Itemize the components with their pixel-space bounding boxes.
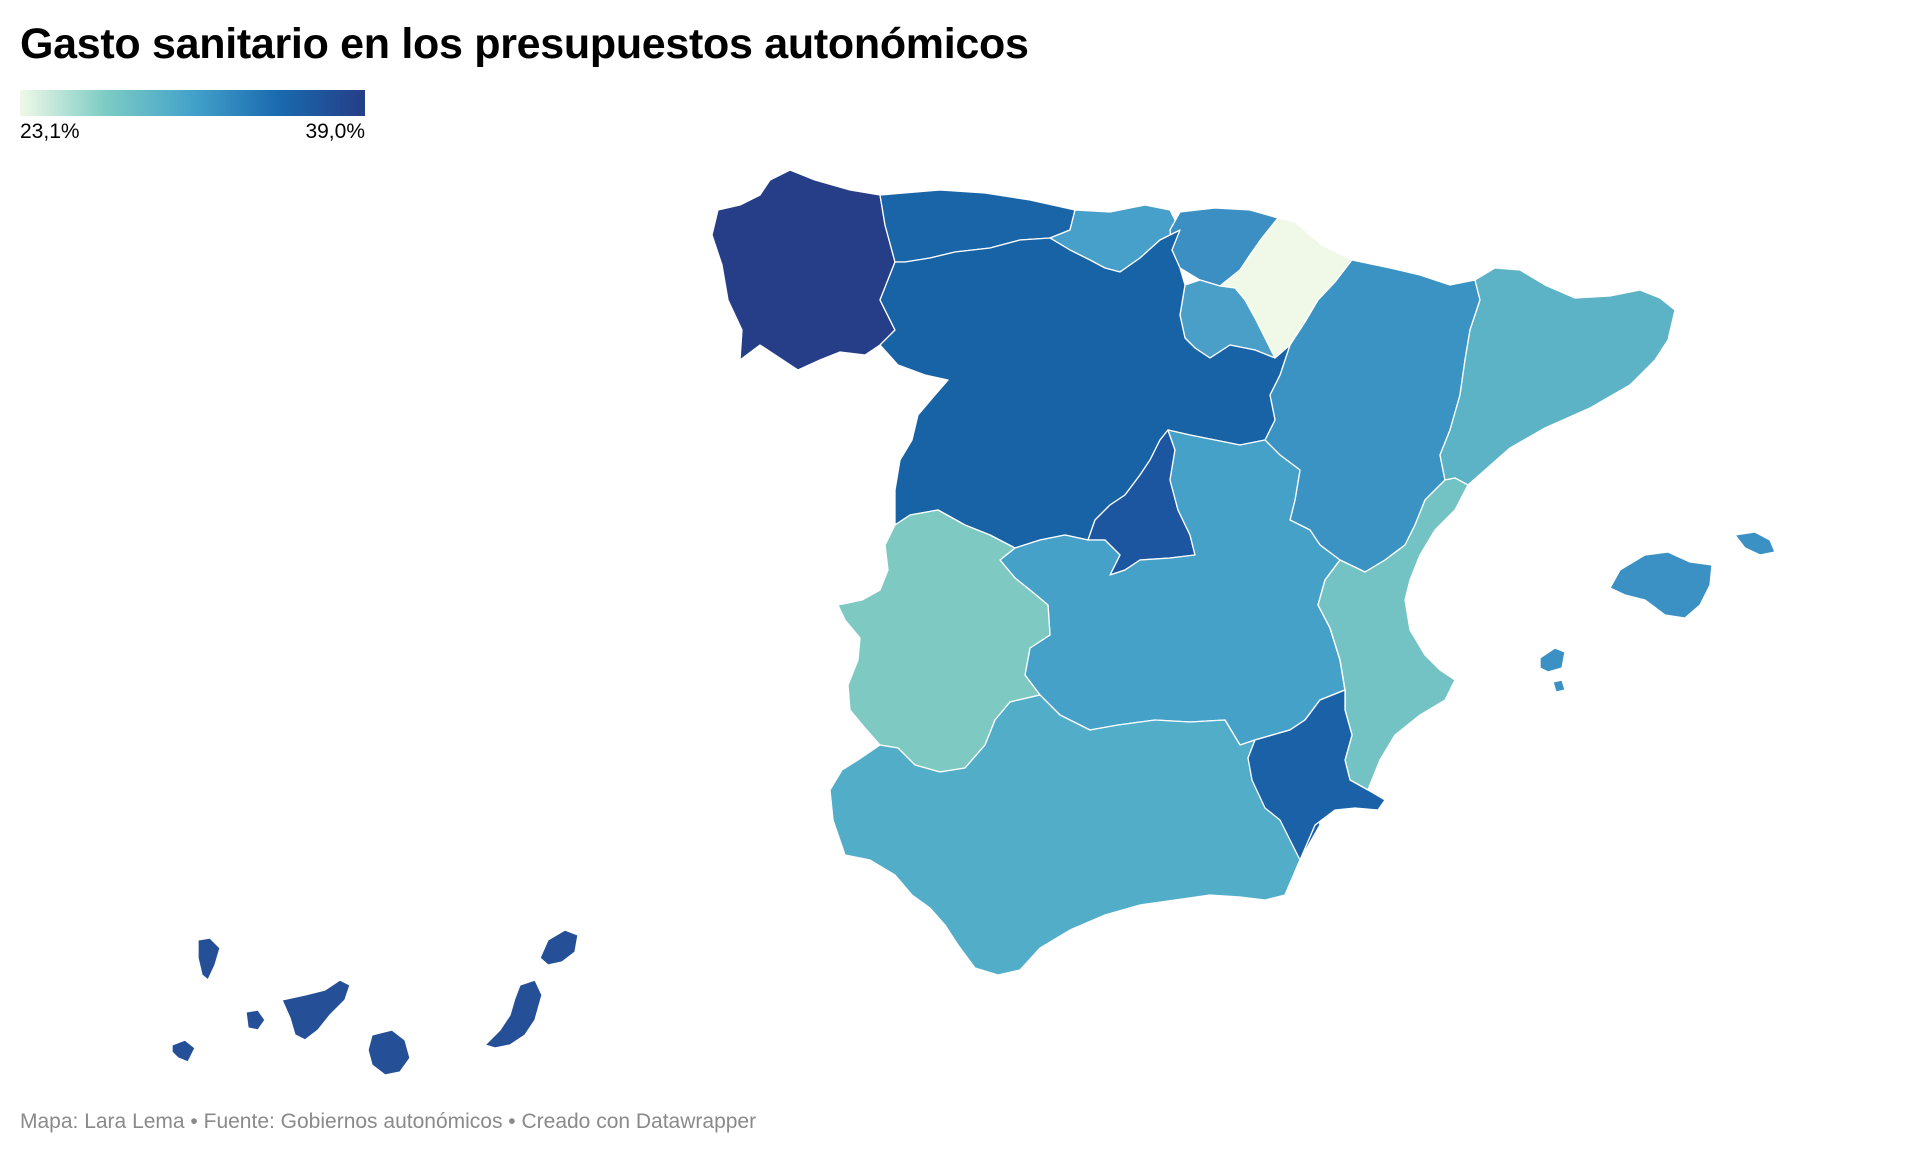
legend-gradient-bar xyxy=(20,90,365,116)
region-canarias-tenerife[interactable] xyxy=(281,979,351,1041)
region-cataluna[interactable] xyxy=(1439,267,1676,486)
region-baleares-menorca[interactable] xyxy=(1734,531,1776,556)
region-murcia-body[interactable] xyxy=(1247,689,1386,896)
region-baleares-ibiza[interactable] xyxy=(1539,647,1566,673)
region-baleares-mallorca[interactable] xyxy=(1609,551,1713,619)
color-legend: 23,1% 39,0% xyxy=(20,90,365,146)
legend-min-label: 23,1% xyxy=(20,120,80,143)
map-footer-credits: Mapa: Lara Lema • Fuente: Gobiernos auto… xyxy=(20,1110,757,1133)
region-canarias-gran-canaria[interactable] xyxy=(367,1029,411,1076)
legend-max-label: 39,0% xyxy=(305,120,365,143)
region-baleares-formentera[interactable] xyxy=(1552,679,1566,693)
region-canarias-la-gomera[interactable] xyxy=(245,1009,266,1031)
map-title: Gasto sanitario en los presupuestos auto… xyxy=(20,20,1029,68)
region-canarias-el-hierro[interactable] xyxy=(171,1039,196,1063)
region-canarias-lanzarote[interactable] xyxy=(539,929,579,966)
region-canarias-fuerteventura[interactable] xyxy=(484,979,543,1049)
region-galicia[interactable] xyxy=(711,169,896,371)
region-canarias-la-palma[interactable] xyxy=(197,937,221,981)
